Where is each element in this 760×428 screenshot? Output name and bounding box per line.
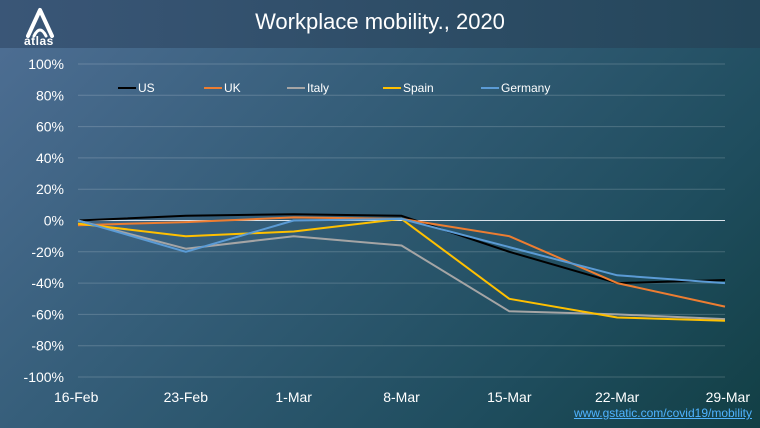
series-line-germany [77,217,726,285]
y-tick-label: 40% [36,150,64,166]
legend-label-germany: Germany [501,81,550,95]
y-tick-label: 60% [36,119,64,135]
x-tick-label: 1-Mar [275,389,312,405]
legend-label-spain: Spain [403,81,434,95]
legend-label-italy: Italy [307,81,329,95]
series-line-uk [77,216,726,308]
x-tick-label: 23-Feb [164,389,209,405]
legend-label-us: US [138,81,155,95]
x-tick-label: 22-Mar [595,389,640,405]
atlas-logo-icon [26,8,54,38]
y-tick-label: -60% [31,306,64,322]
y-tick-label: -20% [31,244,64,260]
series-line-italy [77,219,726,321]
x-tick-label: 15-Mar [487,389,532,405]
x-tick-label: 16-Feb [54,389,99,405]
x-tick-label: 29-Mar [706,389,751,405]
chart-title: Workplace mobility., 2020 [255,9,505,34]
x-tick-label: 8-Mar [383,389,420,405]
header-band [0,0,760,48]
y-tick-label: -40% [31,275,64,291]
y-tick-label: -100% [24,369,64,385]
y-tick-label: 20% [36,181,64,197]
y-tick-label: 80% [36,87,64,103]
legend-label-uk: UK [224,81,241,95]
source-link[interactable]: www.gstatic.com/covid19/mobility [573,406,752,420]
y-tick-label: 0% [44,213,64,229]
y-tick-label: -80% [31,338,64,354]
logo-text: atlas [24,34,54,48]
y-tick-label: 100% [28,56,64,72]
series-line-spain [77,217,726,322]
